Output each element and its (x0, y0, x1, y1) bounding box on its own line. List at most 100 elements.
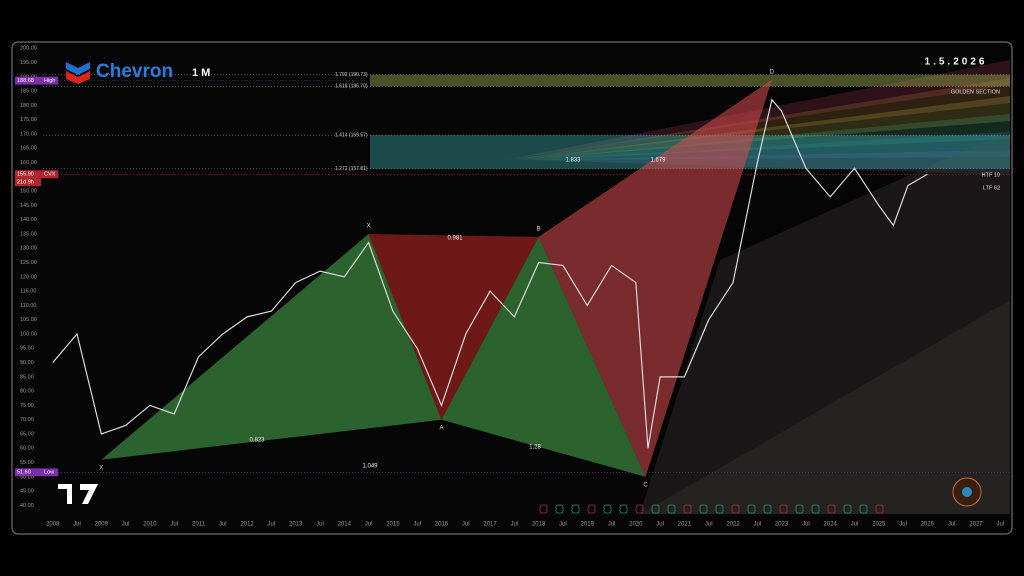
y-tick-label: 120.00 (20, 274, 37, 280)
y-tick-label: 135.00 (20, 231, 37, 237)
price-tag (15, 76, 58, 85)
pattern-leg (441, 236, 646, 477)
event-marker (651, 504, 660, 514)
price-tag-text: Low (44, 470, 54, 476)
y-tick-label: 180.00 (20, 103, 37, 109)
event-marker (731, 504, 740, 514)
y-tick-label: 100.00 (20, 331, 37, 337)
annotation: HTF 10 (982, 172, 1000, 178)
event-marker (571, 504, 580, 514)
x-tick-label: 2019 (581, 522, 595, 528)
price-tag-value: 155.90 (17, 172, 34, 178)
event-marker (747, 504, 756, 514)
ratio-label: 1.679 (650, 158, 666, 164)
fib-label: 1.618 (186.70) (335, 84, 368, 90)
x-tick-label: Jul (316, 522, 324, 528)
x-tick-label: Jul (802, 522, 810, 528)
y-tick-label: 90.00 (20, 360, 34, 366)
x-tick-label: 2010 (143, 522, 157, 528)
ratio-label: 0.823 (249, 438, 265, 444)
countdown-tag (15, 178, 41, 187)
event-marker (779, 504, 788, 514)
trend-band (640, 130, 1010, 514)
y-tick-label: 195.00 (20, 60, 37, 66)
y-tick-label: 125.00 (20, 260, 37, 266)
fib-label: 1.702 (190.73) (335, 72, 368, 78)
y-tick-label: 140.00 (20, 217, 37, 223)
pattern-point-label: X (99, 465, 103, 471)
x-tick-label: Jul (413, 522, 421, 528)
y-tick-label: 130.00 (20, 246, 37, 252)
y-tick-label: 150.00 (20, 189, 37, 195)
x-tick-label: Jul (122, 522, 130, 528)
price-line (52, 98, 928, 449)
x-tick-label: 2012 (240, 522, 254, 528)
fib-label: 1.272 (157.81) (335, 166, 368, 172)
y-tick-label: 40.00 (20, 503, 34, 509)
x-tick-label: 2013 (289, 522, 303, 528)
event-marker (843, 504, 852, 514)
x-tick-label: 2018 (532, 522, 546, 528)
event-marker (859, 504, 868, 514)
event-marker (555, 504, 564, 514)
pattern-point-label: X (367, 224, 371, 230)
x-tick-label: 2027 (969, 522, 983, 528)
y-tick-label: 60.00 (20, 446, 34, 452)
pattern-point-label: B (537, 226, 541, 232)
x-tick-label: 2026 (921, 522, 935, 528)
event-marker (875, 504, 884, 514)
ray (517, 96, 1010, 160)
x-tick-label: Jul (948, 522, 956, 528)
y-tick-label: 145.00 (20, 203, 37, 209)
x-tick-label: Jul (268, 522, 276, 528)
event-marker (795, 504, 804, 514)
event-marker (587, 504, 596, 514)
y-tick-label: 80.00 (20, 389, 34, 395)
x-tick-label: 2008 (46, 522, 60, 528)
event-marker (827, 504, 836, 514)
x-tick-label: 2009 (95, 522, 109, 528)
pattern-point-label: D (770, 69, 775, 75)
pattern-point-label: A (439, 425, 443, 431)
pattern-leg (538, 79, 772, 477)
x-tick-label: Jul (996, 522, 1004, 528)
x-tick-label: Jul (705, 522, 713, 528)
y-tick-label: 170.00 (20, 131, 37, 137)
y-tick-label: 185.00 (20, 89, 37, 95)
y-tick-label: 45.00 (20, 489, 34, 495)
ray (511, 78, 1010, 160)
y-tick-label: 65.00 (20, 431, 34, 437)
y-tick-label: 55.00 (20, 460, 34, 466)
x-tick-label: Jul (608, 522, 616, 528)
annotation: LTF 62 (983, 185, 1000, 191)
price-tag-value: 188.68 (17, 78, 34, 84)
y-tick-label: 105.00 (20, 317, 37, 323)
event-marker (603, 504, 612, 514)
event-marker (539, 504, 548, 514)
x-tick-label: Jul (899, 522, 907, 528)
event-marker (635, 504, 644, 514)
price-tag (15, 468, 58, 477)
x-tick-label: Jul (511, 522, 519, 528)
ray (535, 150, 1010, 175)
plot-area (43, 60, 1010, 514)
x-tick-label: Jul (219, 522, 227, 528)
ratio-label: 1.049 (362, 464, 378, 470)
y-tick-label: 165.00 (20, 146, 37, 152)
y-tick-label: 95.00 (20, 346, 34, 352)
x-tick-label: 2023 (775, 522, 789, 528)
y-tick-label: 85.00 (20, 374, 34, 380)
x-tick-label: 2015 (386, 522, 400, 528)
pattern-leg (101, 234, 442, 460)
y-tick-label: 160.00 (20, 160, 37, 166)
fib-band (370, 74, 1010, 87)
x-tick-label: Jul (656, 522, 664, 528)
event-marker (715, 504, 724, 514)
tv-logo (58, 484, 98, 504)
x-tick-label: Jul (851, 522, 859, 528)
x-tick-label: 2017 (483, 522, 497, 528)
x-tick-label: 2020 (629, 522, 643, 528)
x-tick-label: 2021 (678, 522, 692, 528)
x-tick-label: 2025 (872, 522, 886, 528)
